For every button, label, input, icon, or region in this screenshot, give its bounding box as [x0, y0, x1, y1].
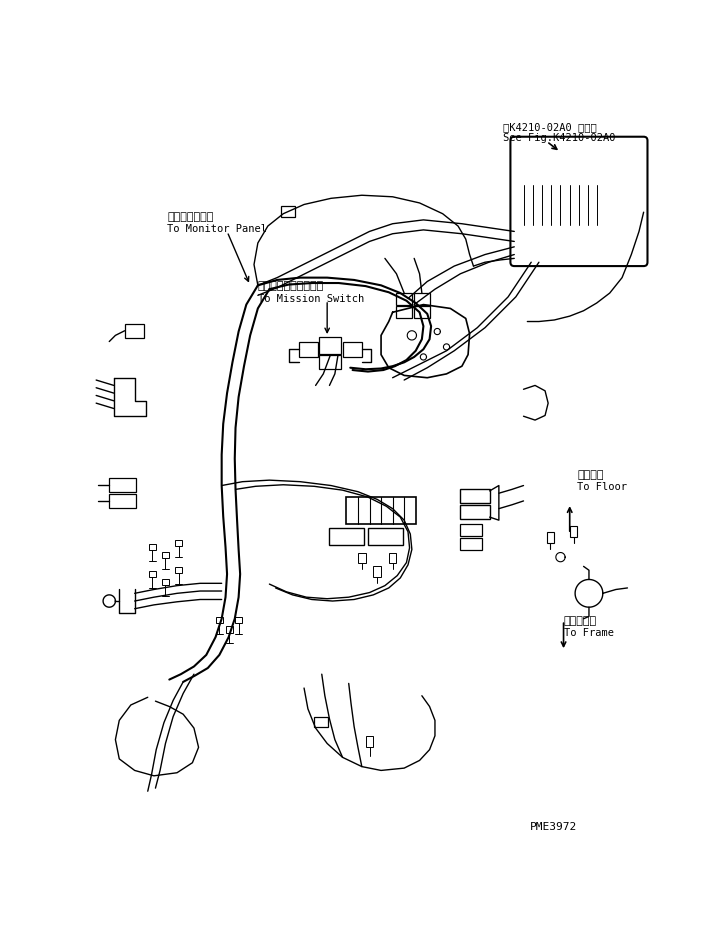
Text: To Floor: To Floor: [578, 482, 628, 491]
Text: See Fig.K4210-02A0: See Fig.K4210-02A0: [503, 133, 616, 143]
Bar: [161, 552, 169, 558]
Bar: [561, 166, 571, 176]
Text: モニタパネルへ: モニタパネルへ: [167, 212, 214, 222]
Text: PME3972: PME3972: [530, 822, 577, 832]
Bar: [329, 528, 364, 545]
Bar: [460, 504, 489, 518]
Bar: [460, 524, 482, 536]
Text: 第K4210-02A0 図参照: 第K4210-02A0 図参照: [503, 122, 597, 132]
Bar: [161, 579, 169, 585]
Text: To Monitor Panel: To Monitor Panel: [167, 224, 267, 234]
Bar: [574, 166, 584, 176]
Bar: [225, 627, 233, 632]
Bar: [109, 478, 136, 491]
Bar: [174, 567, 182, 573]
Text: To Frame: To Frame: [563, 628, 613, 638]
Bar: [346, 497, 416, 524]
Bar: [607, 206, 639, 217]
Bar: [314, 716, 328, 728]
Text: ミッションスイッチへ: ミッションスイッチへ: [258, 281, 324, 291]
Bar: [148, 571, 156, 577]
Bar: [574, 152, 584, 162]
Bar: [397, 293, 412, 304]
Bar: [299, 342, 318, 357]
Bar: [414, 306, 429, 318]
Bar: [561, 152, 571, 162]
Bar: [570, 527, 578, 537]
Text: フレームへ: フレームへ: [563, 616, 597, 627]
Bar: [397, 306, 412, 318]
Bar: [460, 538, 482, 550]
Bar: [600, 152, 610, 162]
Bar: [548, 166, 558, 176]
Bar: [366, 736, 374, 746]
Bar: [281, 206, 295, 217]
Text: フロアへ: フロアへ: [578, 470, 604, 480]
Bar: [587, 152, 597, 162]
Bar: [125, 324, 144, 338]
Bar: [535, 166, 545, 176]
Bar: [319, 356, 341, 369]
Bar: [535, 152, 545, 162]
Bar: [587, 166, 597, 176]
Bar: [358, 553, 366, 563]
Bar: [319, 337, 341, 354]
Bar: [368, 528, 403, 545]
Bar: [548, 152, 558, 162]
Bar: [414, 293, 429, 304]
Bar: [342, 342, 362, 357]
Bar: [522, 166, 532, 176]
Bar: [600, 166, 610, 176]
Bar: [522, 152, 532, 162]
Text: To Mission Switch: To Mission Switch: [258, 294, 364, 304]
Bar: [607, 195, 639, 205]
Bar: [216, 617, 223, 623]
Bar: [235, 617, 243, 623]
Bar: [374, 566, 381, 577]
Bar: [389, 553, 397, 563]
FancyBboxPatch shape: [510, 136, 647, 266]
Bar: [547, 531, 555, 543]
Bar: [109, 494, 136, 508]
Bar: [174, 540, 182, 546]
Bar: [148, 544, 156, 550]
Bar: [522, 184, 607, 226]
Bar: [607, 184, 639, 193]
Bar: [460, 489, 489, 503]
Bar: [607, 219, 639, 228]
